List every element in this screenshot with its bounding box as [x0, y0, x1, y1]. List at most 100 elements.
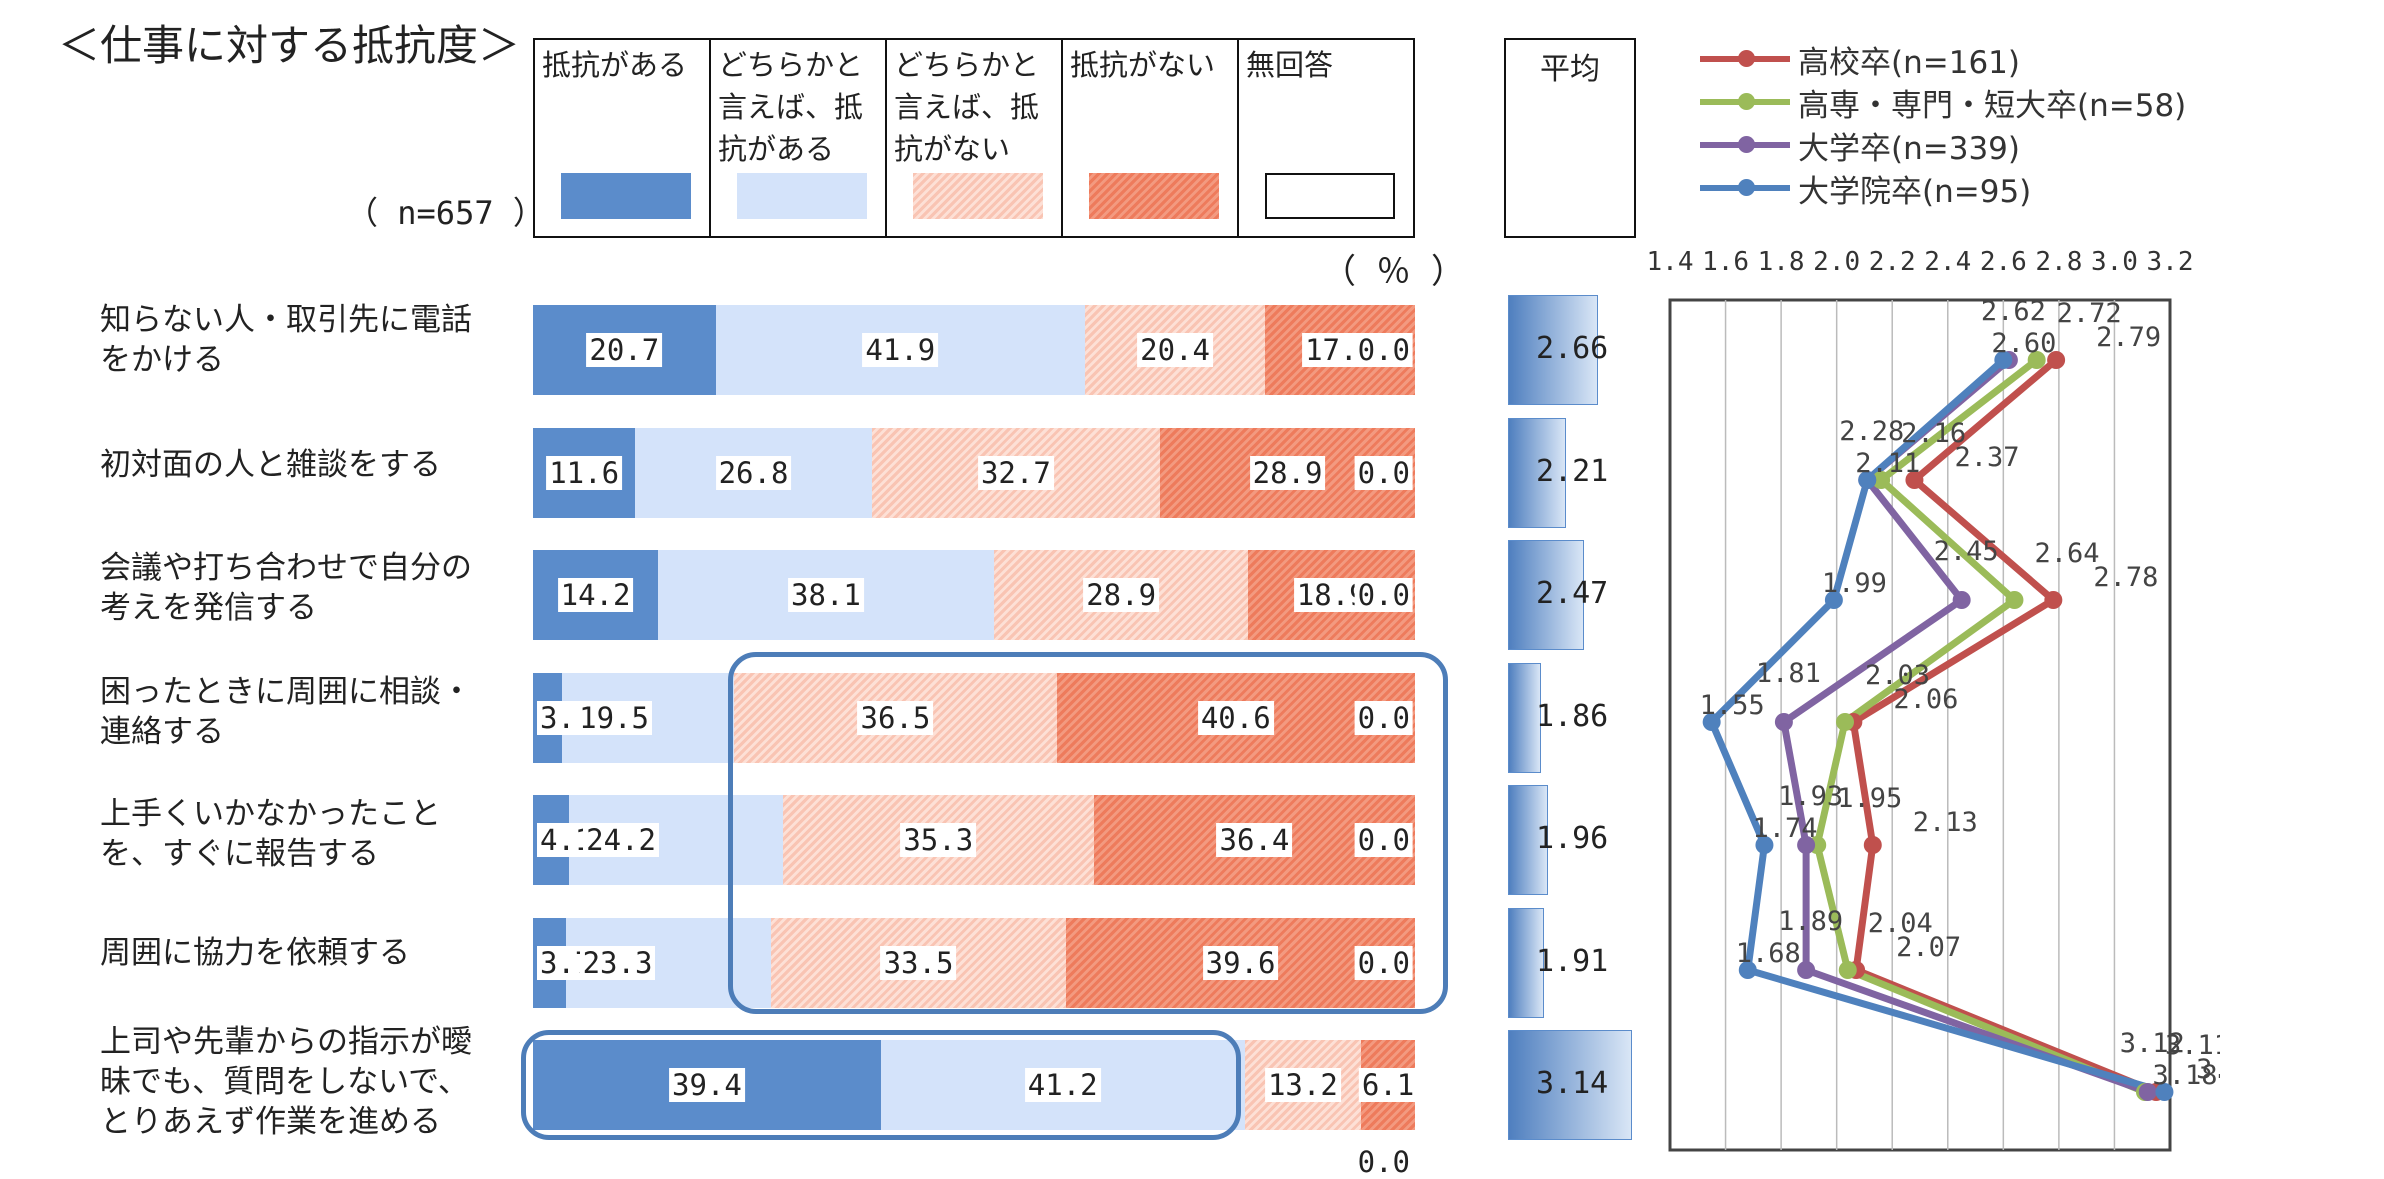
data-label: 1.95: [1837, 783, 1902, 814]
legend-cell-5: 無回答: [1239, 40, 1413, 236]
data-label: 1.99: [1822, 568, 1887, 599]
chart-title: ＜仕事に対する抵抗度＞: [58, 21, 521, 70]
bar-row: 39.4 41.2 13.2 6.1 0.0: [533, 1040, 1418, 1179]
average-value-label: 3.14: [1536, 1066, 1609, 1101]
data-label: 2.16: [1901, 418, 1966, 449]
legend-label: 無回答: [1246, 48, 1334, 82]
data-label: 2.78: [2093, 562, 2158, 593]
legend-cell-4: 抵抗がない: [1063, 40, 1239, 236]
x-tick-label: 2.0: [1813, 247, 1860, 277]
data-label: 2.62: [1981, 296, 2046, 327]
bar-row: 4.1 24.2 35.3 36.4 0.0: [533, 795, 1415, 885]
line-legend-label: 大学卒(n=339): [1798, 130, 2020, 167]
data-label: 3.12: [2120, 1028, 2185, 1059]
average-bar: [1508, 540, 1585, 650]
legend-swatch: [561, 173, 691, 219]
line-legend-label: 高専・専門・短大卒(n=58): [1798, 87, 2187, 124]
legend-cell-2: どちらかと 言えば、抵 抗がある: [711, 40, 887, 236]
data-label: 2.13: [1913, 807, 1978, 838]
line-legend-label: 高校卒(n=161): [1798, 44, 2020, 81]
legend-label: どちらかと 言えば、抵 抗がある: [718, 48, 864, 166]
line-chart: 1.4 1.6 1.8 2.0 2.2 2.4 2.6 2.8 3.0 3.22.792.372.…: [1647, 247, 2220, 1152]
bar-value-label: 0.0: [1354, 1144, 1413, 1179]
average-bar: [1508, 295, 1598, 405]
series-point: [1797, 836, 1816, 854]
question-label: 知らない人・取引先に電話 をかける: [100, 302, 472, 378]
series-point: [1824, 591, 1843, 609]
data-label: 1.68: [1736, 938, 1801, 969]
line-legend-item: 大学卒(n=339): [1700, 126, 2020, 167]
percent-unit-label: （ ％ ）: [1322, 252, 1465, 292]
bar-value-label: 0.0: [1354, 456, 1413, 490]
legend-label: 抵抗がない: [1070, 48, 1216, 82]
bar-value-label: 26.8: [715, 456, 792, 490]
legend-swatch: [1265, 173, 1395, 219]
data-label: 2.37: [1954, 442, 2019, 473]
sample-size-label: （ n=657 ）: [346, 194, 545, 232]
bar-row: 3.7 23.3 33.5 39.6 0.0: [533, 918, 1415, 1008]
data-label: 3.18: [2152, 1060, 2217, 1091]
bar-value-label: 36.4: [1216, 823, 1293, 857]
series-point: [1774, 713, 1793, 731]
bar-value-label: 19.5: [576, 701, 652, 735]
line-legend-item: 大学院卒(n=95): [1700, 169, 2031, 210]
data-label: 1.93: [1778, 781, 1843, 812]
data-label: 2.06: [1893, 684, 1958, 715]
bar-row: 3.3 19.5 36.5 40.6 0.0: [533, 673, 1415, 763]
series-point: [2044, 591, 2063, 609]
data-label: 2.11: [1855, 448, 1920, 479]
series-point: [2138, 1083, 2157, 1101]
bar-value-label: 20.7: [586, 333, 663, 367]
average-value-label: 1.86: [1536, 699, 1609, 734]
series-point: [1858, 471, 1877, 489]
average-bar: [1508, 418, 1566, 528]
x-tick-label: 3.2: [2147, 247, 2194, 277]
bar-value-label: 0.0: [1354, 946, 1413, 980]
bar-value-label: 14.2: [557, 578, 634, 612]
data-label: 2.64: [2034, 538, 2099, 569]
average-value-label: 2.47: [1536, 576, 1609, 611]
x-tick-label: 1.4: [1647, 247, 1694, 277]
average-value-label: 1.96: [1536, 821, 1609, 856]
bar-row: 20.7 41.9 20.4 17.0 0.0: [533, 305, 1415, 395]
line-legend-label: 大学院卒(n=95): [1798, 173, 2032, 210]
line-legend-swatch: [1700, 50, 1790, 67]
series-point: [1905, 471, 1924, 489]
bar-value-label: 28.9: [1249, 456, 1326, 490]
average-value-label: 2.66: [1536, 331, 1609, 366]
legend-label: どちらかと 言えば、抵 抗がない: [894, 48, 1040, 166]
data-label: 2.45: [1934, 536, 1999, 567]
data-label: 2.28: [1839, 416, 1904, 447]
question-label: 上手くいかなかったこと を、すぐに報告する: [100, 796, 441, 872]
question-label: 上司や先輩からの指示が曖 昧でも、質問をしないで、 とりあえず作業を進める: [100, 1024, 472, 1140]
bar-value-label: 13.2: [1264, 1068, 1341, 1102]
bar-value-label: 0.0: [1354, 823, 1413, 857]
data-label: 2.04: [1868, 908, 1933, 939]
line-legend-swatch: [1700, 93, 1790, 110]
bar-value-label: 33.5: [880, 946, 957, 980]
x-tick-label: 2.8: [2035, 247, 2082, 277]
bar-value-label: 36.5: [857, 701, 934, 735]
bar-value-label: 0.0: [1354, 578, 1413, 612]
bar-value-label: 38.1: [788, 578, 864, 612]
bar-value-label: 40.6: [1197, 701, 1274, 735]
series-point: [1863, 836, 1882, 854]
series-point: [1755, 836, 1774, 854]
average-bar: [1508, 1030, 1632, 1140]
data-label: 2.07: [1896, 932, 1961, 963]
series-point: [2005, 591, 2024, 609]
average-bar: [1508, 663, 1541, 773]
data-label: 2.03: [1865, 660, 1930, 691]
line-legend-swatch: [1700, 136, 1790, 153]
average-value-label: 2.21: [1536, 454, 1609, 489]
data-label: 1.74: [1752, 813, 1817, 844]
legend-cell-3: どちらかと 言えば、抵 抗がない: [887, 40, 1063, 236]
series-point: [1702, 713, 1721, 731]
bar-value-label: 11.6: [546, 456, 623, 490]
average-bar: [1508, 785, 1548, 895]
data-label: 1.89: [1778, 906, 1843, 937]
series-point: [1994, 351, 2013, 369]
question-label: 初対面の人と雑談をする: [100, 447, 441, 483]
highlight-box-row-7: [521, 1030, 1241, 1140]
bar-value-label: 24.2: [583, 823, 659, 857]
